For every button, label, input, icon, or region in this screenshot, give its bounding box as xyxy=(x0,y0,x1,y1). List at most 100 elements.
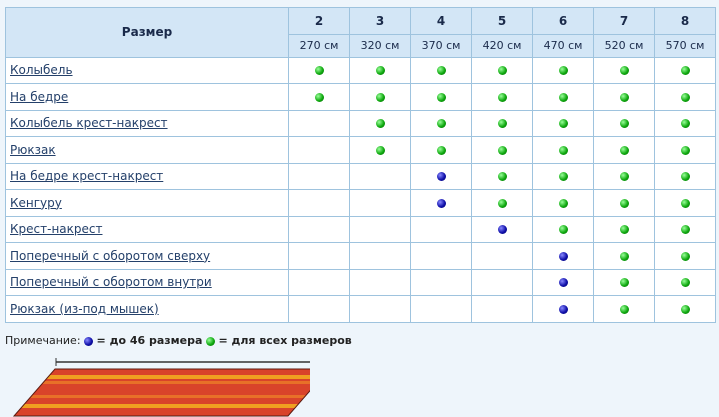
size-cell xyxy=(532,189,594,217)
size-cell xyxy=(532,242,594,270)
green-dot-icon xyxy=(375,92,385,102)
size-cell xyxy=(471,162,533,190)
green-dot-icon xyxy=(497,66,507,76)
table-row: Колыбель xyxy=(5,56,716,84)
blue-dot-icon xyxy=(558,251,568,261)
table-row: Рюкзак xyxy=(5,136,716,164)
green-dot-icon xyxy=(558,225,568,235)
size-number: 6 xyxy=(532,7,594,35)
size-cell xyxy=(532,109,594,137)
size-cell xyxy=(471,215,533,243)
green-dot-icon xyxy=(619,172,629,182)
green-dot-icon xyxy=(680,225,690,235)
size-cell xyxy=(349,136,411,164)
green-dot-icon xyxy=(558,66,568,76)
size-cell xyxy=(593,162,655,190)
green-dot-icon xyxy=(558,198,568,208)
size-cell xyxy=(288,56,350,84)
size-table: Размер 2 3 4 5 6 7 8 270 см 320 см 370 см 420 см 47… xyxy=(5,7,716,323)
green-dot-icon xyxy=(205,336,215,346)
blue-dot-icon xyxy=(558,304,568,314)
table-row: Поперечный с оборотом сверху xyxy=(5,242,716,270)
carry-link[interactable]: Колыбель крест-накрест xyxy=(10,116,168,131)
size-cell xyxy=(654,83,716,111)
green-dot-icon xyxy=(619,304,629,314)
size-cell xyxy=(288,189,350,217)
size-number: 7 xyxy=(593,7,655,35)
green-dot-icon xyxy=(436,92,446,102)
size-cell xyxy=(471,189,533,217)
wrap-scarf-illustration xyxy=(12,358,310,417)
size-cell xyxy=(532,56,594,84)
green-dot-icon xyxy=(619,198,629,208)
green-dot-icon xyxy=(497,92,507,102)
size-cell xyxy=(532,162,594,190)
green-dot-icon xyxy=(436,145,446,155)
table-row: Рюкзак (из-под мышек) xyxy=(5,295,716,323)
blue-dot-icon xyxy=(436,172,446,182)
table-row: На бедре xyxy=(5,83,716,111)
carry-link[interactable]: Рюкзак (из-под мышек) xyxy=(10,301,159,316)
carry-link[interactable]: Колыбель xyxy=(10,63,73,78)
green-dot-icon xyxy=(436,119,446,129)
blue-dot-icon xyxy=(84,336,94,346)
size-cell xyxy=(593,189,655,217)
green-dot-icon xyxy=(680,278,690,288)
size-cell xyxy=(654,242,716,270)
size-number: 5 xyxy=(471,7,533,35)
size-cell xyxy=(349,268,411,296)
size-cell xyxy=(410,189,472,217)
carry-link[interactable]: На бедре xyxy=(10,89,69,104)
green-dot-icon xyxy=(558,119,568,129)
size-length: 570 см xyxy=(654,33,716,58)
size-cell xyxy=(349,109,411,137)
green-dot-icon xyxy=(375,145,385,155)
green-dot-icon xyxy=(558,145,568,155)
size-length: 470 см xyxy=(532,33,594,58)
legend-note: Примечание: = до 46 размера = для всех р… xyxy=(5,334,352,347)
table-row: Колыбель крест-накрест xyxy=(5,109,716,137)
size-cell xyxy=(349,83,411,111)
green-dot-icon xyxy=(619,66,629,76)
green-dot-icon xyxy=(375,119,385,129)
table-row: Поперечный с оборотом внутри xyxy=(5,268,716,296)
carry-link[interactable]: Поперечный с оборотом сверху xyxy=(10,248,211,263)
green-dot-icon xyxy=(680,198,690,208)
size-cell xyxy=(410,136,472,164)
size-cell xyxy=(654,295,716,323)
size-cell xyxy=(349,162,411,190)
green-dot-icon xyxy=(436,66,446,76)
size-cell xyxy=(593,136,655,164)
size-cell xyxy=(349,295,411,323)
size-cell xyxy=(532,136,594,164)
size-cell xyxy=(471,83,533,111)
green-dot-icon xyxy=(680,66,690,76)
size-cell xyxy=(471,136,533,164)
green-dot-icon xyxy=(619,119,629,129)
size-length: 320 см xyxy=(349,33,411,58)
size-cell xyxy=(349,215,411,243)
size-cell xyxy=(593,268,655,296)
carry-link[interactable]: Рюкзак xyxy=(10,142,56,157)
size-cell xyxy=(593,242,655,270)
carry-link[interactable]: Кенгуру xyxy=(10,195,62,210)
size-cell xyxy=(654,56,716,84)
size-number: 3 xyxy=(349,7,411,35)
green-dot-icon xyxy=(680,304,690,314)
blue-dot-icon xyxy=(497,225,507,235)
size-cell xyxy=(410,56,472,84)
size-cell xyxy=(654,189,716,217)
size-length: 370 см xyxy=(410,33,472,58)
size-cell xyxy=(288,268,350,296)
carry-link[interactable]: Крест-накрест xyxy=(10,222,103,237)
size-cell xyxy=(349,242,411,270)
size-cell xyxy=(593,109,655,137)
green-dot-icon xyxy=(497,145,507,155)
size-header: Размер xyxy=(5,7,289,58)
size-cell xyxy=(288,215,350,243)
carry-link[interactable]: На бедре крест-накрест xyxy=(10,169,164,184)
green-dot-icon xyxy=(680,92,690,102)
green-dot-icon xyxy=(619,225,629,235)
size-cell xyxy=(288,242,350,270)
carry-link[interactable]: Поперечный с оборотом внутри xyxy=(10,275,212,290)
